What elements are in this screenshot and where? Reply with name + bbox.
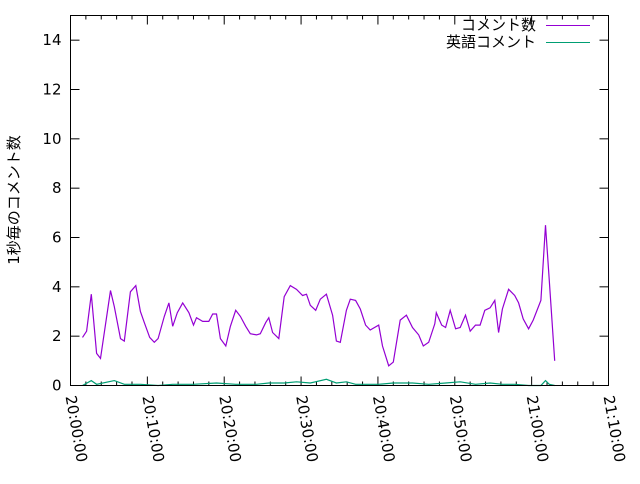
y-tick-label: 6 — [52, 229, 62, 247]
y-tick-label: 10 — [42, 130, 61, 148]
ticks — [70, 15, 609, 386]
y-axis-label: 1秒毎のコメント数 — [5, 135, 23, 265]
x-tick-label: 20:20:00 — [215, 394, 244, 463]
plot-border — [70, 15, 609, 386]
x-tick-label: 20:10:00 — [138, 394, 167, 463]
x-tick-label: 21:00:00 — [523, 394, 552, 463]
series — [81, 225, 556, 387]
y-tick-label: 2 — [52, 327, 62, 345]
y-tick-labels: 0 2 4 6 8 10 12 14 — [42, 31, 61, 394]
x-tick-labels: 20:00:00 20:10:00 20:20:00 20:30:00 20:40:00… — [62, 394, 629, 463]
y-tick-label: 12 — [42, 81, 61, 99]
x-tick-label: 20:40:00 — [369, 394, 398, 463]
legend-label-0: コメント数 — [461, 16, 536, 34]
y-tick-label: 0 — [52, 377, 62, 395]
legend-label-1: 英語コメント — [446, 33, 536, 51]
y-tick-label: 14 — [42, 31, 61, 49]
x-tick-label: 20:50:00 — [446, 394, 475, 463]
series-line-0 — [81, 225, 556, 367]
x-tick-label: 20:30:00 — [292, 394, 321, 463]
series-line-1 — [82, 378, 555, 387]
y-tick-label: 8 — [52, 179, 62, 197]
x-tick-label: 20:00:00 — [62, 394, 91, 463]
x-tick-label: 21:10:00 — [600, 394, 629, 463]
legend: コメント数 英語コメント — [446, 16, 590, 51]
y-tick-label: 4 — [52, 278, 62, 296]
